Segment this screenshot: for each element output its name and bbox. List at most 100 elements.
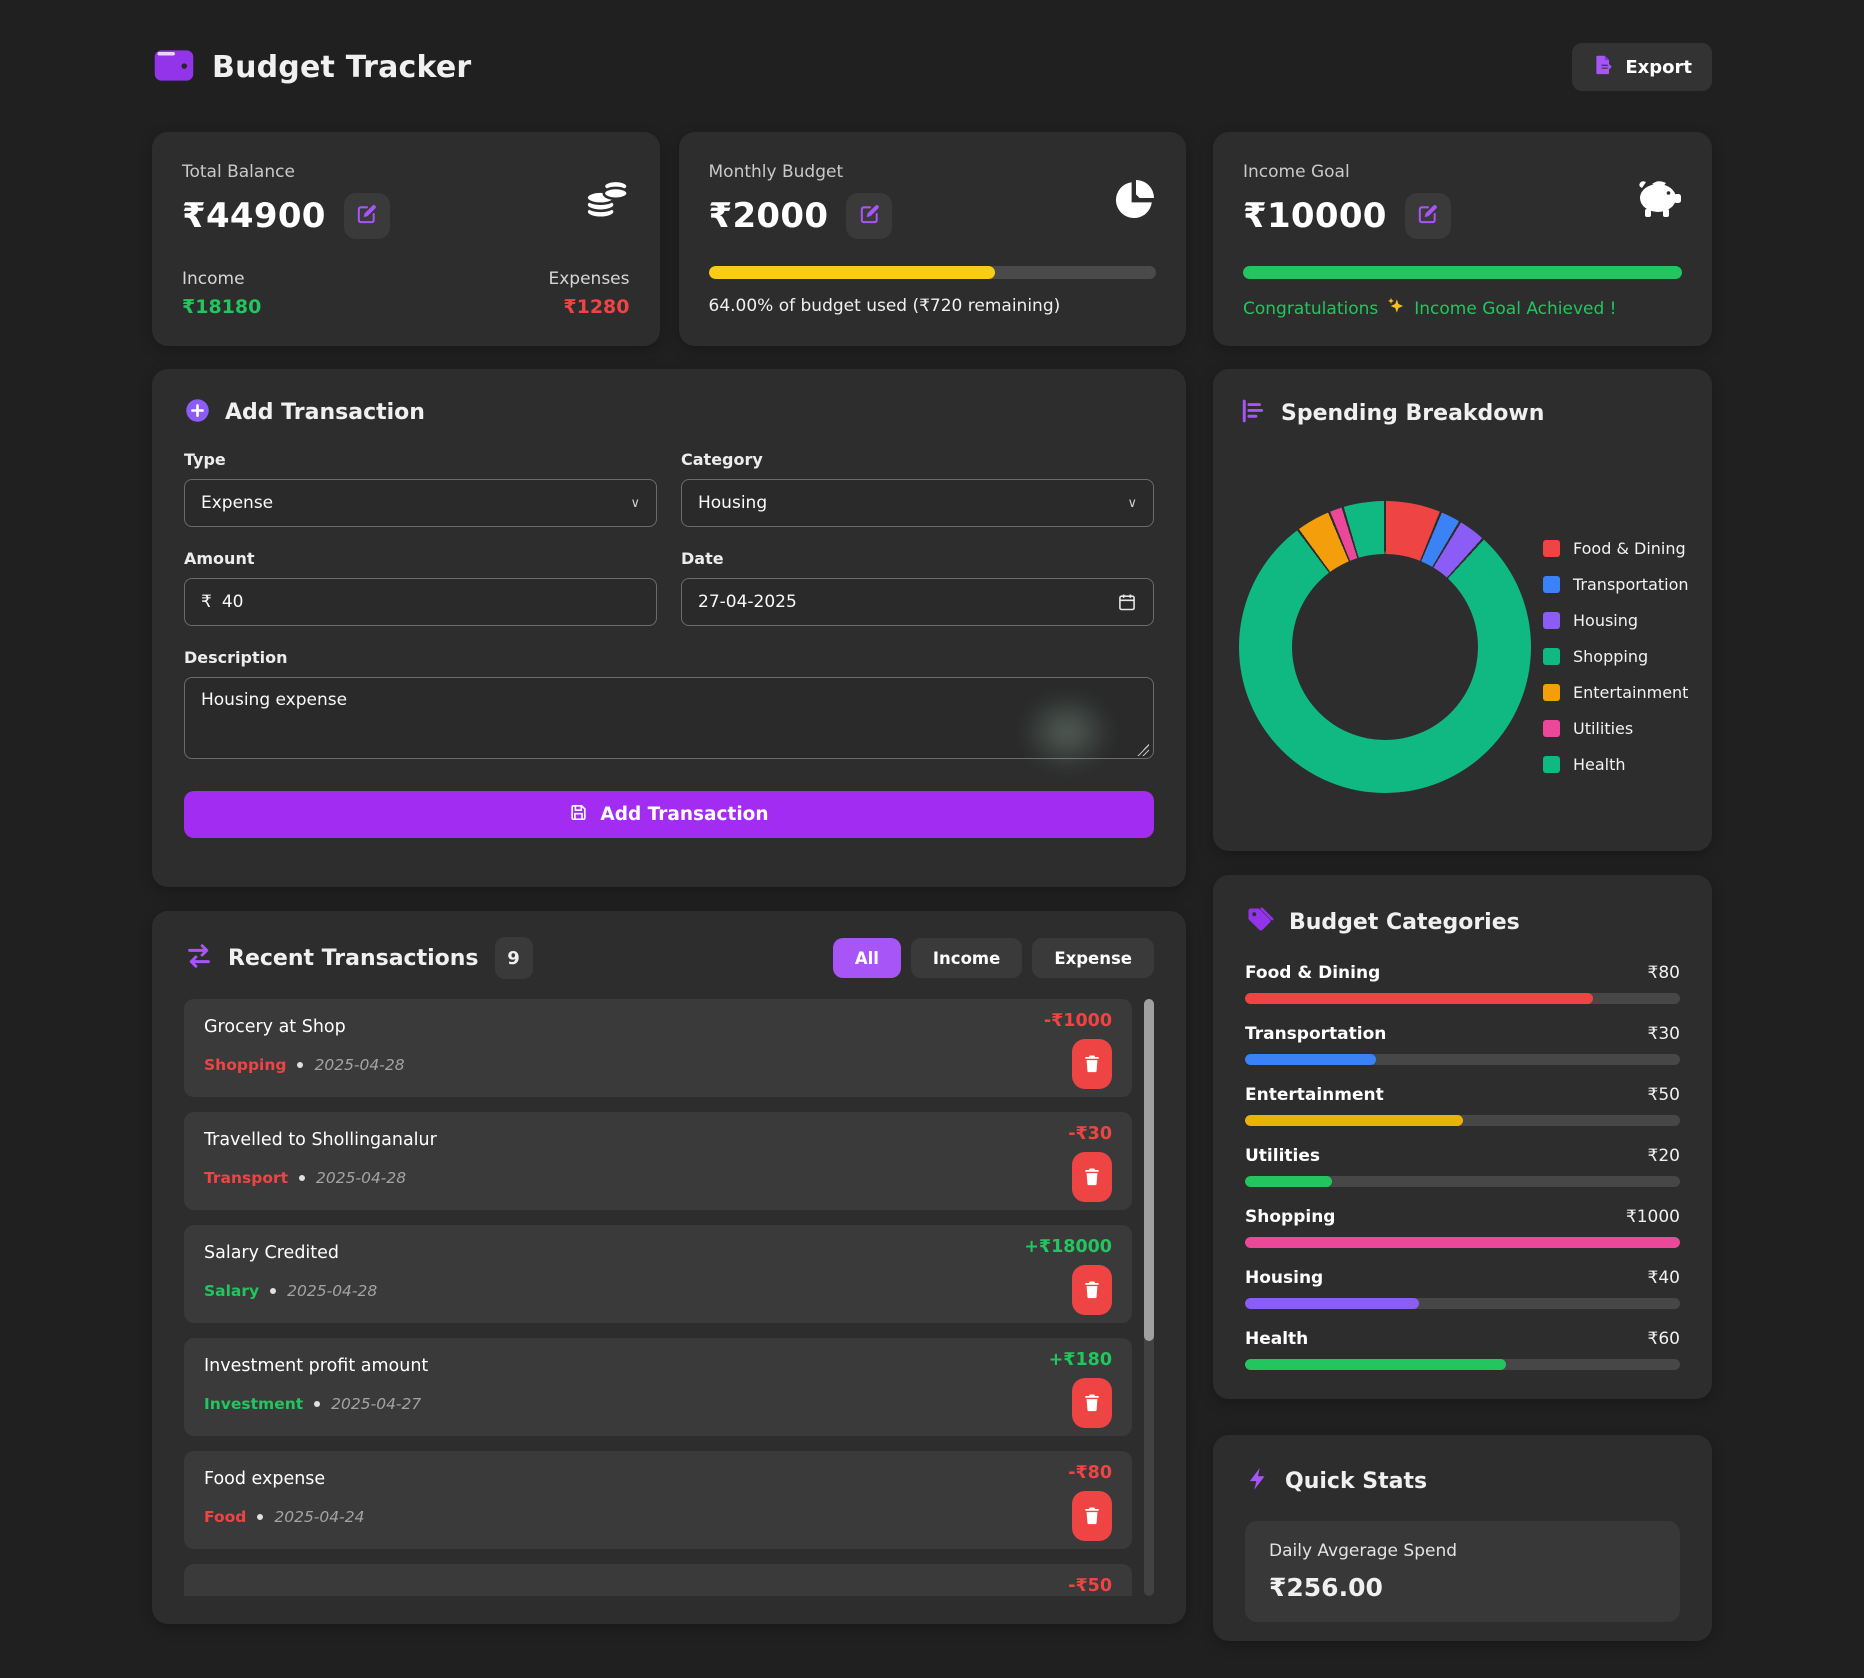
category-amount: ₹80 (1647, 963, 1680, 983)
bar-chart-icon (1239, 397, 1267, 429)
congrats-suffix: Income Goal Achieved ! (1414, 298, 1617, 319)
date-input-value: 27-04-2025 (698, 592, 797, 612)
goal-status-text: Congratulations Income Goal Achieved ! (1243, 296, 1682, 321)
description-textarea[interactable]: Housing expense (184, 677, 1154, 759)
delete-transaction-button[interactable] (1072, 1491, 1112, 1541)
budget-categories-card: Budget Categories Food & Dining ₹80 Transp… (1213, 875, 1712, 1399)
transaction-amount: +₹18000 (1024, 1237, 1112, 1257)
transaction-date: 2025-04-28 (287, 1282, 378, 1300)
category-progress-track (1245, 1176, 1680, 1187)
income-label: Income (182, 269, 245, 289)
scrollbar-track[interactable] (1144, 999, 1154, 1596)
trash-icon (1082, 1504, 1102, 1529)
edit-goal-button[interactable] (1404, 193, 1451, 239)
delete-transaction-button[interactable] (1072, 1378, 1112, 1428)
transaction-row: Investment profit amount Investment 2025-0… (184, 1338, 1132, 1436)
legend-label: Housing (1573, 611, 1639, 630)
filter-all-button[interactable]: All (832, 938, 901, 978)
edit-balance-button[interactable] (343, 193, 390, 239)
transaction-count-badge: 9 (494, 937, 533, 979)
add-transaction-card: Add Transaction Type Expense ∨ Category … (152, 369, 1186, 887)
category-name: Entertainment (1245, 1085, 1384, 1105)
description-label: Description (184, 648, 288, 667)
pie-chart-icon (1110, 176, 1158, 228)
export-button[interactable]: Export (1572, 43, 1712, 91)
transaction-amount: -₹50 (1068, 1576, 1112, 1596)
submit-label: Add Transaction (600, 804, 769, 825)
left-column: Total Balance ₹44900 (152, 132, 1186, 1624)
dot-separator (257, 1514, 264, 1520)
category-name: Transportation (1245, 1024, 1387, 1044)
transaction-description: Travelled to Shollinganalur (204, 1130, 437, 1150)
transaction-category: Transport (204, 1169, 289, 1187)
textarea-resize-handle[interactable] (1137, 744, 1149, 756)
transaction-list: Grocery at Shop Shopping 2025-04-28 -₹1000 T… (184, 999, 1154, 1596)
transaction-filters: All Income Expense (832, 938, 1154, 978)
budget-category-item: Health ₹60 (1245, 1329, 1680, 1370)
legend-label: Entertainment (1573, 683, 1689, 702)
budget-tracker-app: Budget Tracker Export Total Balance ₹449… (152, 0, 1712, 1641)
chevron-down-icon: ∨ (1127, 495, 1137, 511)
legend-swatch (1543, 576, 1560, 593)
filter-expense-button[interactable]: Expense (1032, 938, 1154, 978)
scrollbar-thumb[interactable] (1144, 999, 1154, 1341)
delete-transaction-button[interactable] (1072, 1152, 1112, 1202)
right-column: Income Goal ₹10000 Congratulatio (1213, 132, 1712, 1641)
legend-label: Shopping (1573, 647, 1649, 666)
budget-category-item: Entertainment ₹50 (1245, 1085, 1680, 1126)
trash-icon (1082, 1391, 1102, 1416)
transaction-category: Investment (204, 1395, 304, 1413)
legend-label: Utilities (1573, 719, 1634, 738)
transaction-date: 2025-04-28 (316, 1169, 407, 1187)
type-select[interactable]: Expense ∨ (184, 479, 657, 527)
wallet-icon (152, 43, 196, 91)
congrats-prefix: Congratulations (1243, 298, 1379, 319)
piggy-bank-icon (1632, 176, 1684, 226)
transaction-description: Grocery at Shop (204, 1017, 346, 1037)
category-amount: ₹1000 (1625, 1207, 1680, 1227)
category-label-row: Housing ₹40 (1245, 1268, 1680, 1288)
main-grid: Total Balance ₹44900 (152, 132, 1712, 1641)
budget-category-item: Food & Dining ₹80 (1245, 963, 1680, 1004)
filter-income-button[interactable]: Income (910, 938, 1023, 978)
category-field-group: Category Housing ∨ (681, 428, 1154, 527)
save-icon (569, 803, 588, 827)
budget-category-item: Utilities ₹20 (1245, 1146, 1680, 1187)
spending-chart-area: Food & Dining Transportation Housing Shoppi… (1239, 429, 1689, 809)
daily-average-value: ₹256.00 (1269, 1573, 1383, 1602)
transaction-row: Food expense Food 2025-04-24 -₹80 (184, 1451, 1132, 1549)
quick-stats-title: Quick Stats (1285, 1468, 1428, 1494)
export-label: Export (1625, 56, 1692, 78)
category-label: Category (681, 450, 763, 469)
file-export-icon (1592, 54, 1613, 80)
expenses-summary: Expenses ₹1280 (549, 269, 630, 318)
goal-progress-track (1243, 266, 1682, 279)
income-summary: Income ₹18180 (182, 269, 261, 318)
budget-categories-title: Budget Categories (1289, 909, 1520, 935)
dot-separator (270, 1288, 277, 1294)
category-label-row: Shopping ₹1000 (1245, 1207, 1680, 1227)
transaction-meta: Food 2025-04-24 (204, 1508, 1112, 1526)
edit-budget-button[interactable] (846, 193, 893, 239)
delete-transaction-button[interactable] (1072, 1039, 1112, 1089)
category-select[interactable]: Housing ∨ (681, 479, 1154, 527)
income-value: ₹18180 (182, 296, 262, 318)
category-progress-track (1245, 1359, 1680, 1370)
transaction-description: Salary Credited (204, 1243, 340, 1263)
transaction-date: 2025-04-28 (314, 1056, 405, 1074)
date-input[interactable]: 27-04-2025 (681, 578, 1154, 626)
lightning-bolt-icon (1245, 1465, 1271, 1497)
calendar-icon[interactable] (1117, 592, 1137, 612)
transaction-amount: +₹180 (1048, 1350, 1112, 1370)
category-name: Housing (1245, 1268, 1324, 1288)
category-progress-track (1245, 1237, 1680, 1248)
goal-label: Income Goal (1243, 162, 1350, 182)
delete-transaction-button[interactable] (1072, 1265, 1112, 1315)
header: Budget Tracker Export (152, 40, 1712, 94)
add-transaction-submit-button[interactable]: Add Transaction (184, 791, 1154, 838)
legend-swatch (1543, 612, 1560, 629)
spending-breakdown-title: Spending Breakdown (1281, 400, 1545, 426)
amount-input[interactable]: ₹ 40 (184, 578, 657, 626)
amount-field-group: Amount ₹ 40 (184, 527, 657, 626)
category-progress-track (1245, 993, 1680, 1004)
